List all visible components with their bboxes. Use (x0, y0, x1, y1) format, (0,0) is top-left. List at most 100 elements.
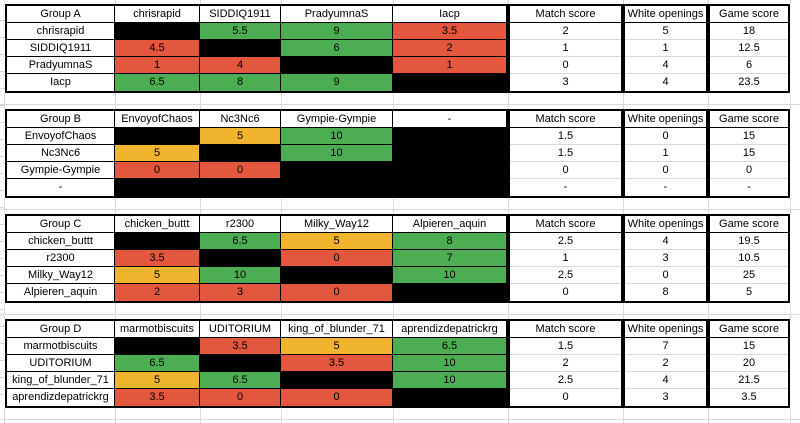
white-openings-cell[interactable]: 8 (662, 286, 669, 298)
player-name-cell[interactable]: chrisrapid (7, 23, 115, 40)
matrix-cell[interactable]: 2 (115, 284, 200, 301)
opponent-header-cell[interactable]: marmotbiscuits (115, 321, 200, 338)
matrix-cell[interactable]: 10 (281, 145, 393, 162)
match-score-cell[interactable]: 2.5 (510, 267, 621, 284)
matrix-cell[interactable] (393, 179, 506, 196)
white-openings-cell[interactable]: 7 (625, 338, 706, 355)
match-score-cell[interactable]: 0 (562, 391, 569, 403)
white-openings-cell[interactable]: 4 (662, 76, 669, 88)
white-openings-cell[interactable]: 0 (625, 162, 706, 179)
opponent-header-cell[interactable]: Alpieren_aquin (393, 216, 506, 233)
matrix-cell[interactable]: 8 (393, 233, 506, 250)
white-openings-cell[interactable]: - (663, 181, 668, 193)
matrix-cell[interactable] (393, 74, 506, 91)
player-name-cell[interactable]: aprendizdepatrickrg (7, 389, 115, 406)
player-name-cell[interactable]: r2300 (7, 250, 115, 267)
matrix-cell[interactable]: 6.5 (393, 338, 506, 355)
game-score-header-cell[interactable]: Game score (710, 321, 788, 338)
white-openings-cell[interactable]: 4 (625, 372, 706, 389)
opponent-header-cell[interactable]: - (393, 111, 506, 128)
player-name-cell[interactable]: chicken_buttt (7, 233, 115, 250)
match-score-cell[interactable]: 1 (510, 40, 621, 57)
matrix-cell[interactable]: 0 (200, 389, 281, 406)
white-openings-header-cell[interactable]: White openings (625, 6, 706, 23)
opponent-header-cell[interactable]: r2300 (200, 216, 281, 233)
matrix-cell[interactable] (281, 179, 393, 196)
matrix-cell[interactable]: 6 (281, 40, 393, 57)
matrix-cell[interactable]: 3.5 (393, 23, 506, 40)
match-score-cell[interactable]: 2 (510, 23, 621, 40)
player-name-cell[interactable]: Iacp (7, 74, 115, 91)
white-openings-cell[interactable]: 0 (625, 267, 706, 284)
matrix-cell[interactable]: 5 (281, 338, 393, 355)
match-score-header-cell[interactable]: Match score (510, 216, 621, 233)
game-score-cell[interactable]: 12.5 (710, 40, 788, 57)
matrix-cell[interactable]: 3.5 (281, 355, 393, 372)
match-score-cell[interactable]: 1.5 (510, 338, 621, 355)
matrix-cell[interactable]: 6.5 (200, 372, 281, 389)
player-name-cell[interactable]: UDITORIUM (7, 355, 115, 372)
game-score-header-cell[interactable]: Game score (710, 216, 788, 233)
player-name-cell[interactable]: - (7, 179, 115, 196)
opponent-header-cell[interactable]: EnvoyofChaos (115, 111, 200, 128)
match-score-cell[interactable]: 1 (510, 250, 621, 267)
matrix-cell[interactable]: 0 (200, 162, 281, 179)
matrix-cell[interactable]: 5 (281, 233, 393, 250)
white-openings-cell[interactable]: 3 (625, 250, 706, 267)
matrix-cell[interactable] (281, 267, 393, 284)
matrix-cell[interactable] (200, 179, 281, 196)
matrix-cell[interactable]: 5 (115, 267, 200, 284)
game-score-cell[interactable]: 15 (710, 128, 788, 145)
matrix-cell[interactable] (200, 250, 281, 267)
matrix-cell[interactable]: 3 (200, 284, 281, 301)
game-score-cell[interactable]: 15 (710, 338, 788, 355)
matrix-cell[interactable] (393, 162, 506, 179)
opponent-header-cell[interactable]: chrisrapid (115, 6, 200, 23)
player-name-cell[interactable]: Milky_Way12 (7, 267, 115, 284)
game-score-cell[interactable]: 15 (710, 145, 788, 162)
matrix-cell[interactable]: 5 (200, 128, 281, 145)
matrix-cell[interactable]: 3.5 (115, 250, 200, 267)
white-openings-cell[interactable]: 0 (625, 128, 706, 145)
matrix-cell[interactable]: 0 (115, 162, 200, 179)
game-score-cell[interactable]: 10.5 (710, 250, 788, 267)
matrix-cell[interactable]: 3.5 (115, 389, 200, 406)
matrix-cell[interactable]: 5 (115, 145, 200, 162)
opponent-header-cell[interactable]: Nc3Nc6 (200, 111, 281, 128)
opponent-header-cell[interactable]: Gympie-Gympie (281, 111, 393, 128)
player-name-cell[interactable]: king_of_blunder_71 (7, 372, 115, 389)
opponent-header-cell[interactable]: Iacp (393, 6, 506, 23)
game-score-cell[interactable]: 0 (710, 162, 788, 179)
opponent-header-cell[interactable]: SIDDIQ1911 (200, 6, 281, 23)
match-score-header-cell[interactable]: Match score (510, 111, 621, 128)
matrix-cell[interactable]: 0 (281, 389, 393, 406)
match-score-cell[interactable]: - (563, 181, 568, 193)
opponent-header-cell[interactable]: aprendizdepatrickrg (393, 321, 506, 338)
player-name-cell[interactable]: marmotbiscuits (7, 338, 115, 355)
matrix-cell[interactable]: 10 (281, 128, 393, 145)
matrix-cell[interactable] (281, 162, 393, 179)
group-label-cell[interactable]: Group B (7, 111, 115, 128)
player-name-cell[interactable]: Gympie-Gympie (7, 162, 115, 179)
matrix-cell[interactable] (393, 145, 506, 162)
group-label-cell[interactable]: Group D (7, 321, 115, 338)
matrix-cell[interactable] (393, 128, 506, 145)
game-score-cell[interactable]: 18 (710, 23, 788, 40)
player-name-cell[interactable]: SIDDIQ1911 (7, 40, 115, 57)
matrix-cell[interactable]: 10 (393, 372, 506, 389)
player-name-cell[interactable]: EnvoyofChaos (7, 128, 115, 145)
matrix-cell[interactable]: 3.5 (200, 338, 281, 355)
match-score-cell[interactable]: 0 (562, 286, 569, 298)
matrix-cell[interactable] (115, 179, 200, 196)
match-score-cell[interactable]: 2.5 (510, 233, 621, 250)
matrix-cell[interactable] (281, 57, 393, 74)
matrix-cell[interactable] (200, 355, 281, 372)
matrix-cell[interactable] (115, 128, 200, 145)
white-openings-cell[interactable]: 2 (625, 355, 706, 372)
matrix-cell[interactable]: 10 (200, 267, 281, 284)
opponent-header-cell[interactable]: chicken_buttt (115, 216, 200, 233)
game-score-header-cell[interactable]: Game score (710, 6, 788, 23)
matrix-cell[interactable] (115, 338, 200, 355)
matrix-cell[interactable]: 4 (200, 57, 281, 74)
matrix-cell[interactable] (200, 40, 281, 57)
